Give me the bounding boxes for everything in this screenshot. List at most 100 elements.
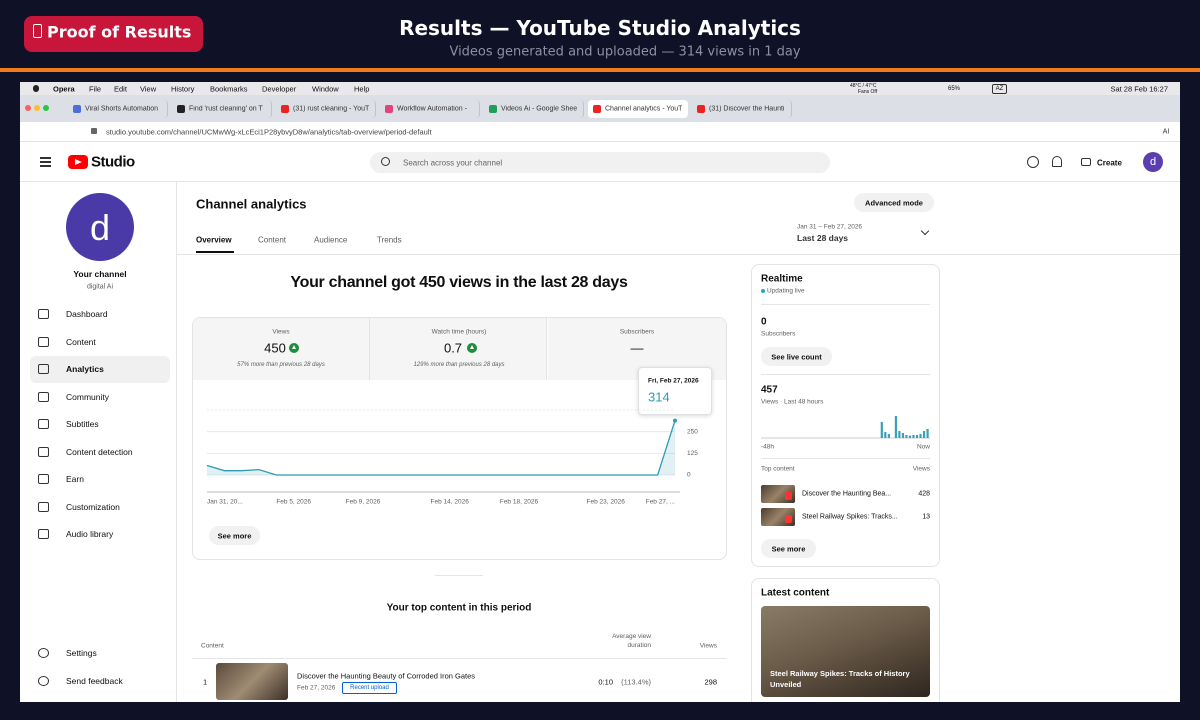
row-date: Feb 27, 2026 bbox=[297, 684, 336, 692]
status-battery: 65% bbox=[948, 86, 961, 92]
row-rank: 1 bbox=[203, 677, 208, 687]
menu-app[interactable]: Opera bbox=[53, 84, 75, 93]
status-temp: 48°C / 47°C bbox=[850, 83, 877, 89]
search-box[interactable] bbox=[370, 152, 830, 173]
card-divider bbox=[761, 374, 930, 375]
menu-bar[interactable] bbox=[40, 157, 51, 159]
nav-icon bbox=[38, 676, 49, 686]
nav-item[interactable]: Content detection bbox=[66, 447, 133, 457]
nav-item[interactable]: Content bbox=[66, 337, 96, 347]
card-divider bbox=[761, 304, 930, 305]
avatar[interactable] bbox=[1143, 152, 1163, 172]
tab-title: (31) Discover the Haunti bbox=[709, 105, 785, 113]
window-control[interactable] bbox=[43, 105, 49, 111]
menu-item[interactable]: History bbox=[171, 84, 195, 93]
metric-value: 450 bbox=[264, 340, 286, 356]
browser-tab[interactable] bbox=[484, 100, 584, 118]
row-badge bbox=[342, 682, 397, 694]
date-period[interactable]: Last 28 days bbox=[797, 233, 849, 243]
menu-item[interactable]: File bbox=[89, 84, 102, 93]
browser-tab[interactable] bbox=[68, 100, 168, 118]
browser-tab[interactable] bbox=[380, 100, 480, 118]
metric-up-arrow bbox=[469, 345, 474, 349]
row-thumbnail[interactable] bbox=[216, 663, 288, 700]
menu-bar[interactable] bbox=[40, 165, 51, 167]
table-header: Average view duration bbox=[612, 633, 651, 649]
menu-item[interactable]: Developer bbox=[262, 84, 297, 93]
date-range[interactable]: Jan 31 – Feb 27, 2026 bbox=[797, 223, 863, 231]
live-count-label: See live count bbox=[771, 352, 822, 361]
badge bbox=[24, 16, 203, 52]
item-short-icon bbox=[785, 492, 792, 500]
live-count-button[interactable] bbox=[761, 347, 832, 366]
tab-title: Find 'rust cleaning' on T bbox=[189, 105, 263, 113]
tab-favicon bbox=[281, 105, 289, 113]
metric-tab[interactable] bbox=[370, 318, 547, 380]
realtime-axis-start: -48h bbox=[761, 443, 775, 451]
page-tab[interactable]: Audience bbox=[314, 235, 348, 245]
nav-item[interactable]: Customization bbox=[66, 502, 120, 512]
advanced-button[interactable] bbox=[854, 193, 934, 212]
tooltip-value: 314 bbox=[648, 389, 670, 405]
realtime-status: Updating live bbox=[767, 287, 805, 295]
item-views: 13 bbox=[922, 513, 930, 521]
window-control[interactable] bbox=[34, 105, 40, 111]
menu-item[interactable]: View bbox=[140, 84, 157, 93]
see-more-label: See more bbox=[217, 531, 252, 541]
advanced-label: Advanced mode bbox=[865, 198, 923, 207]
menu-item[interactable]: Bookmarks bbox=[210, 84, 248, 93]
nav-icon bbox=[38, 529, 49, 539]
browser-tab[interactable] bbox=[692, 100, 792, 118]
menubar bbox=[20, 82, 1180, 95]
page-tab[interactable]: Content bbox=[258, 235, 287, 245]
ai-button[interactable]: AI bbox=[1162, 128, 1170, 135]
nav-footer-item[interactable]: Settings bbox=[66, 648, 97, 658]
logo: Studio bbox=[91, 153, 135, 171]
browser-tab[interactable] bbox=[172, 100, 272, 118]
nav-icon bbox=[38, 474, 49, 484]
nav-icon bbox=[38, 309, 49, 319]
nav-highlight bbox=[30, 356, 170, 383]
help-icon[interactable] bbox=[1027, 156, 1039, 168]
card-divider bbox=[761, 458, 930, 459]
create-button[interactable]: Create bbox=[1097, 158, 1122, 168]
nav-item[interactable]: Dashboard bbox=[66, 309, 108, 319]
tab-title: Workflow Automation - bbox=[397, 105, 467, 113]
input-box bbox=[992, 84, 1007, 94]
menu-item[interactable]: Help bbox=[354, 84, 370, 93]
nav-item[interactable]: Community bbox=[66, 392, 109, 402]
nav-item[interactable]: Audio library bbox=[66, 529, 114, 539]
nav-item[interactable]: Earn bbox=[66, 474, 84, 484]
menu-item[interactable]: Edit bbox=[114, 84, 127, 93]
nav-item[interactable]: Subtitles bbox=[66, 419, 99, 429]
menu-item[interactable]: Window bbox=[312, 84, 339, 93]
realtime-see-more[interactable] bbox=[761, 539, 816, 558]
row-title[interactable]: Discover the Haunting Beauty of Corroded… bbox=[297, 671, 476, 681]
channel-avatar[interactable] bbox=[66, 193, 134, 261]
realtime-title: Realtime bbox=[761, 273, 803, 285]
metric-note: 129% more than previous 28 days bbox=[413, 362, 505, 368]
page-title: Channel analytics bbox=[196, 196, 307, 212]
bell-icon[interactable] bbox=[1052, 156, 1062, 167]
see-more-button[interactable] bbox=[209, 526, 260, 545]
tooltip-date: Fri, Feb 27, 2026 bbox=[648, 377, 699, 385]
realtime-see-more-label: See more bbox=[771, 544, 806, 553]
item-title[interactable]: Steel Railway Spikes: Tracks... bbox=[802, 513, 898, 521]
item-title[interactable]: Discover the Haunting Bea... bbox=[802, 490, 892, 498]
status-input: AZ bbox=[995, 86, 1004, 92]
nav-icon bbox=[38, 419, 49, 429]
page-tab[interactable]: Overview bbox=[196, 235, 232, 245]
nav-footer-item[interactable]: Send feedback bbox=[66, 676, 123, 686]
latest-thumbnail[interactable] bbox=[761, 606, 930, 697]
page-tab[interactable]: Trends bbox=[377, 235, 402, 245]
browser-tab[interactable] bbox=[588, 100, 688, 118]
tab-favicon bbox=[73, 105, 81, 113]
create-icon[interactable] bbox=[1081, 158, 1091, 166]
tab-favicon bbox=[489, 105, 497, 113]
nav-item[interactable]: Analytics bbox=[66, 364, 104, 374]
browser-tab[interactable] bbox=[276, 100, 376, 118]
metric-tab[interactable] bbox=[193, 318, 370, 380]
live-dot bbox=[761, 289, 765, 293]
window-control[interactable] bbox=[25, 105, 31, 111]
menu-bar[interactable] bbox=[40, 161, 51, 163]
